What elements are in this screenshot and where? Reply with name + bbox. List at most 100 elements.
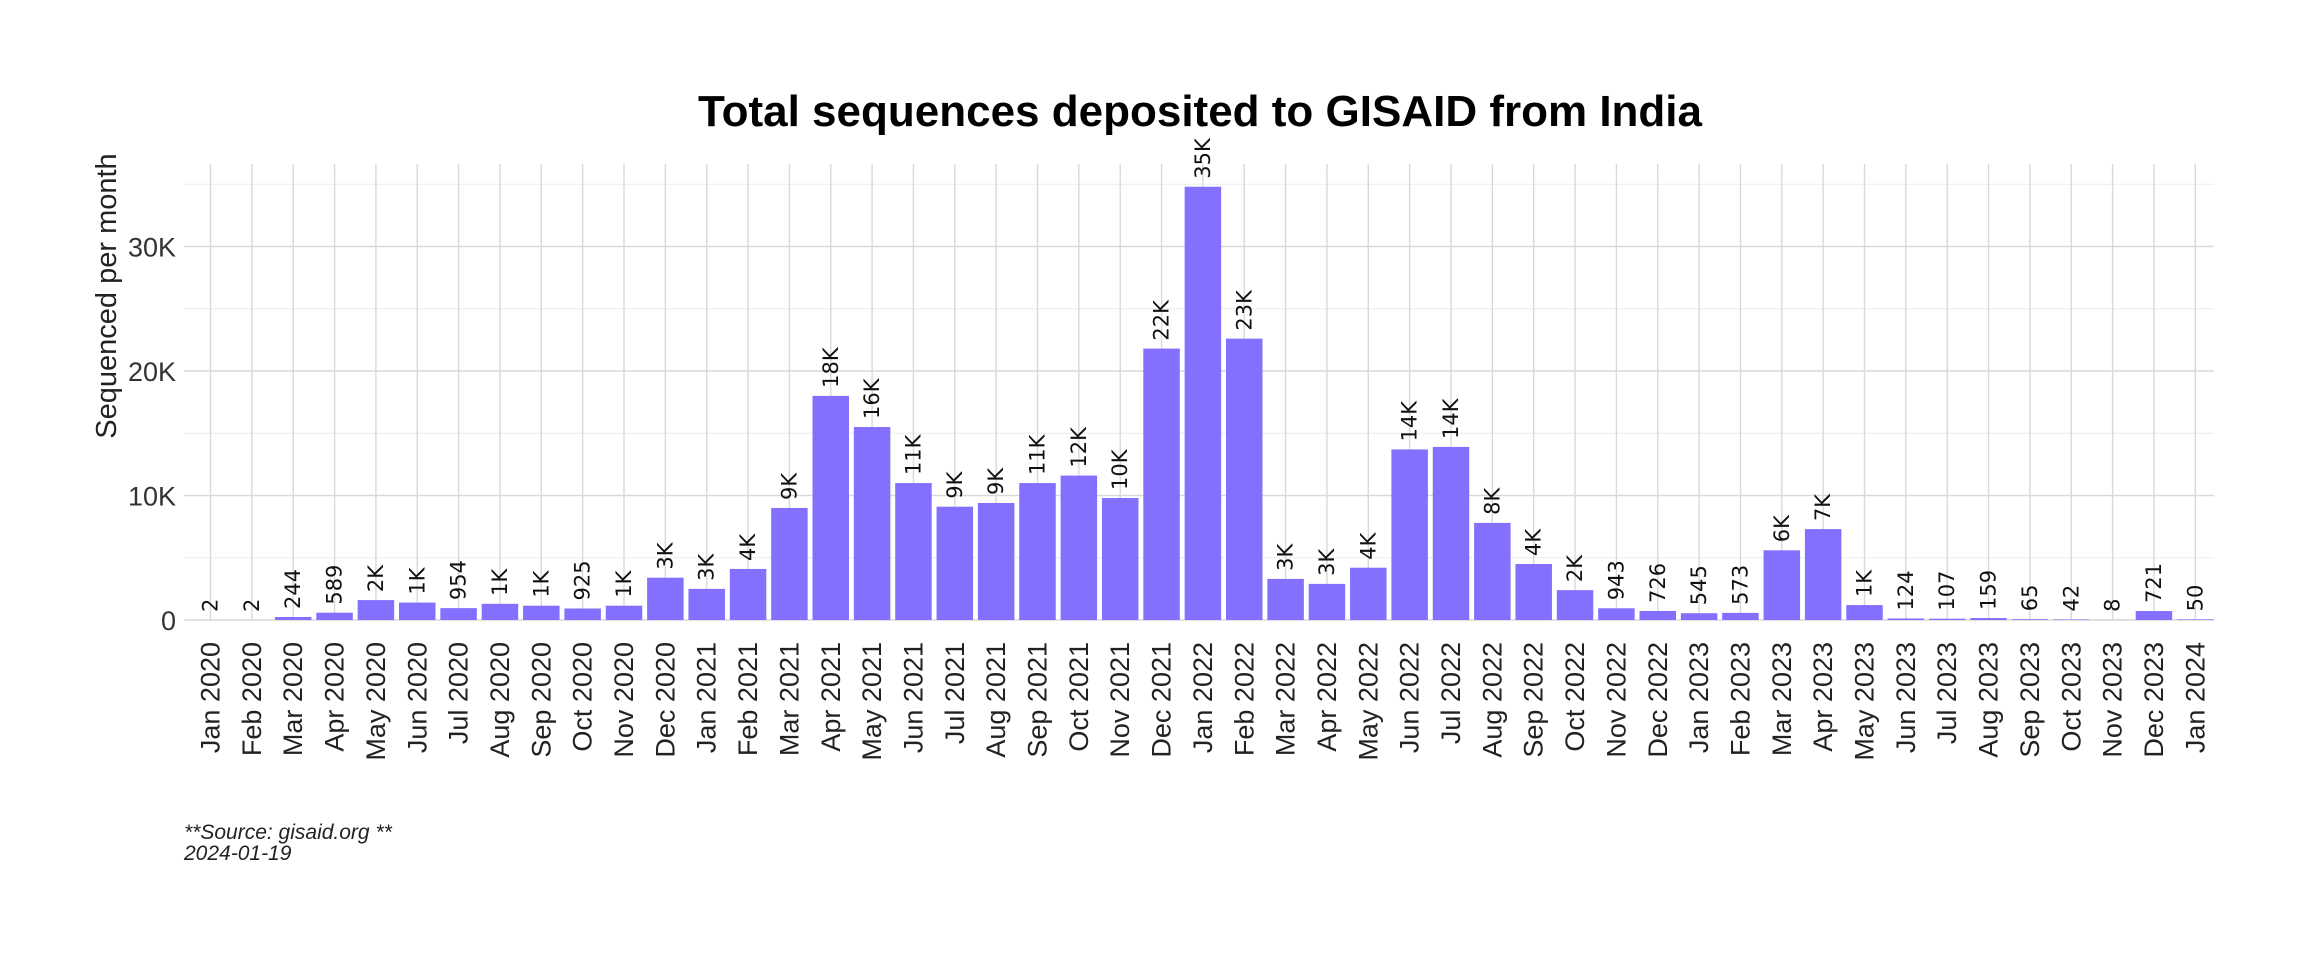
x-tick-label: Sep 2023 (2015, 642, 2045, 758)
data-label: 12K (1067, 426, 1091, 468)
bar-jan-2024 (2177, 619, 2214, 620)
bar-sep-2020 (523, 605, 560, 620)
data-label: 2K (364, 564, 388, 592)
x-axis-ticks: Jan 2020 Feb 2020 Mar 2020 Apr 2020 May 2020… (196, 642, 2211, 761)
x-tick-label: Jun 2021 (898, 642, 928, 753)
data-label: 244 (281, 569, 305, 609)
x-tick-label: Dec 2021 (1147, 642, 1177, 758)
bar-jun-2021 (895, 483, 932, 620)
data-label: 11K (1026, 433, 1050, 475)
bar-nov-2021 (1101, 497, 1139, 620)
bar-nov-2022 (1598, 608, 1635, 620)
bar-apr-2021 (812, 395, 849, 620)
bar-jan-2023 (1680, 613, 1718, 620)
bar-jun-2020 (399, 602, 436, 620)
data-label: 4K (736, 533, 760, 561)
x-tick-label: Feb 2022 (1229, 642, 1259, 756)
bar-nov-2020 (605, 605, 643, 620)
bar-jul-2020 (440, 608, 477, 620)
x-tick-label: Jul 2021 (940, 642, 970, 744)
x-tick-label: Oct 2022 (1560, 642, 1590, 752)
data-label: 23K (1232, 289, 1256, 331)
bar-dec-2020 (647, 577, 684, 620)
x-tick-label: Feb 2020 (237, 642, 267, 756)
bar-sep-2021 (1019, 483, 1056, 620)
data-label: 721 (2142, 563, 2166, 603)
bar-feb-2023 (1722, 612, 1759, 620)
bar-aug-2021 (977, 502, 1015, 620)
bar-oct-2020 (564, 608, 601, 620)
bar-oct-2023 (2053, 619, 2090, 620)
x-tick-label: Sep 2022 (1519, 642, 1549, 758)
data-label: 3K (695, 553, 719, 581)
x-tick-label: Jan 2022 (1188, 642, 1218, 753)
x-tick-label: Jan 2023 (1684, 642, 1714, 753)
x-tick-label: May 2022 (1353, 642, 1383, 761)
x-tick-label: Nov 2020 (609, 642, 639, 758)
bar-mar-2021 (771, 507, 808, 620)
bar-oct-2021 (1060, 475, 1098, 620)
bar-jul-2023 (1928, 618, 1966, 620)
x-tick-label: Mar 2023 (1767, 642, 1797, 756)
data-label: 107 (1935, 571, 1959, 611)
data-label: 1K (405, 566, 429, 594)
bar-dec-2021 (1143, 348, 1180, 620)
bar-apr-2023 (1804, 529, 1842, 620)
x-tick-label: Apr 2023 (1808, 642, 1838, 752)
x-tick-label: Jul 2020 (444, 642, 474, 744)
data-label: 2 (240, 599, 264, 612)
data-label: 42 (2059, 585, 2083, 612)
data-label: 3K (653, 541, 677, 569)
x-tick-label: Jan 2024 (2180, 642, 2210, 753)
data-label: 7K (1811, 493, 1835, 521)
bar-dec-2023 (2135, 611, 2173, 620)
data-label: 573 (1728, 565, 1752, 605)
bar-jul-2021 (936, 506, 974, 620)
data-label: 65 (2018, 584, 2042, 611)
x-tick-label: Mar 2021 (774, 642, 804, 756)
data-label: 3K (1274, 543, 1298, 571)
x-tick-label: Nov 2022 (1601, 642, 1631, 758)
data-label: 1K (488, 567, 512, 595)
x-tick-label: Nov 2021 (1105, 642, 1135, 758)
data-label: 22K (1150, 299, 1174, 341)
bar-may-2023 (1846, 605, 1883, 620)
source-note: **Source: gisaid.org ** (184, 821, 392, 844)
x-tick-label: Aug 2023 (1974, 642, 2004, 758)
data-label: 11K (901, 433, 925, 475)
data-label: 4K (1522, 528, 1546, 556)
data-label: 3K (1315, 548, 1339, 576)
x-tick-label: Jul 2023 (1932, 642, 1962, 744)
x-tick-label: May 2021 (857, 642, 887, 761)
x-tick-label: Aug 2020 (485, 642, 515, 758)
bar-mar-2020 (274, 616, 312, 620)
bar-jan-2022 (1184, 186, 1222, 621)
bar-aug-2020 (481, 603, 519, 620)
bar-feb-2022 (1226, 338, 1263, 620)
x-tick-label: Feb 2023 (1725, 642, 1755, 756)
data-label: 2 (199, 599, 223, 612)
date-note: 2024-01-19 (184, 842, 292, 865)
bar-apr-2022 (1308, 583, 1346, 620)
y-tick-label: 20K (128, 357, 176, 387)
bar-aug-2023 (1970, 618, 2007, 620)
data-label: 10K (1108, 448, 1132, 490)
data-label: 954 (447, 560, 471, 600)
x-tick-label: Mar 2020 (278, 642, 308, 756)
bar-jun-2022 (1391, 449, 1428, 620)
bar-feb-2021 (729, 568, 767, 620)
data-label: 35K (1191, 137, 1215, 179)
x-tick-label: Jun 2020 (402, 642, 432, 753)
data-label: 589 (323, 565, 347, 605)
x-tick-label: Apr 2020 (320, 642, 350, 752)
data-label: 159 (1977, 570, 2001, 610)
data-label: 545 (1687, 565, 1711, 605)
y-axis-ticks: 0 10K 20K 30K (128, 233, 176, 637)
bar-mar-2023 (1763, 550, 1801, 620)
caption: **Source: gisaid.org ** 2024-01-19 (184, 822, 392, 864)
x-tick-label: Apr 2021 (816, 642, 846, 752)
x-tick-label: Sep 2020 (526, 642, 556, 758)
x-tick-label: Dec 2023 (2139, 642, 2169, 758)
data-label: 14K (1398, 400, 1422, 442)
data-label: 943 (1604, 560, 1628, 600)
